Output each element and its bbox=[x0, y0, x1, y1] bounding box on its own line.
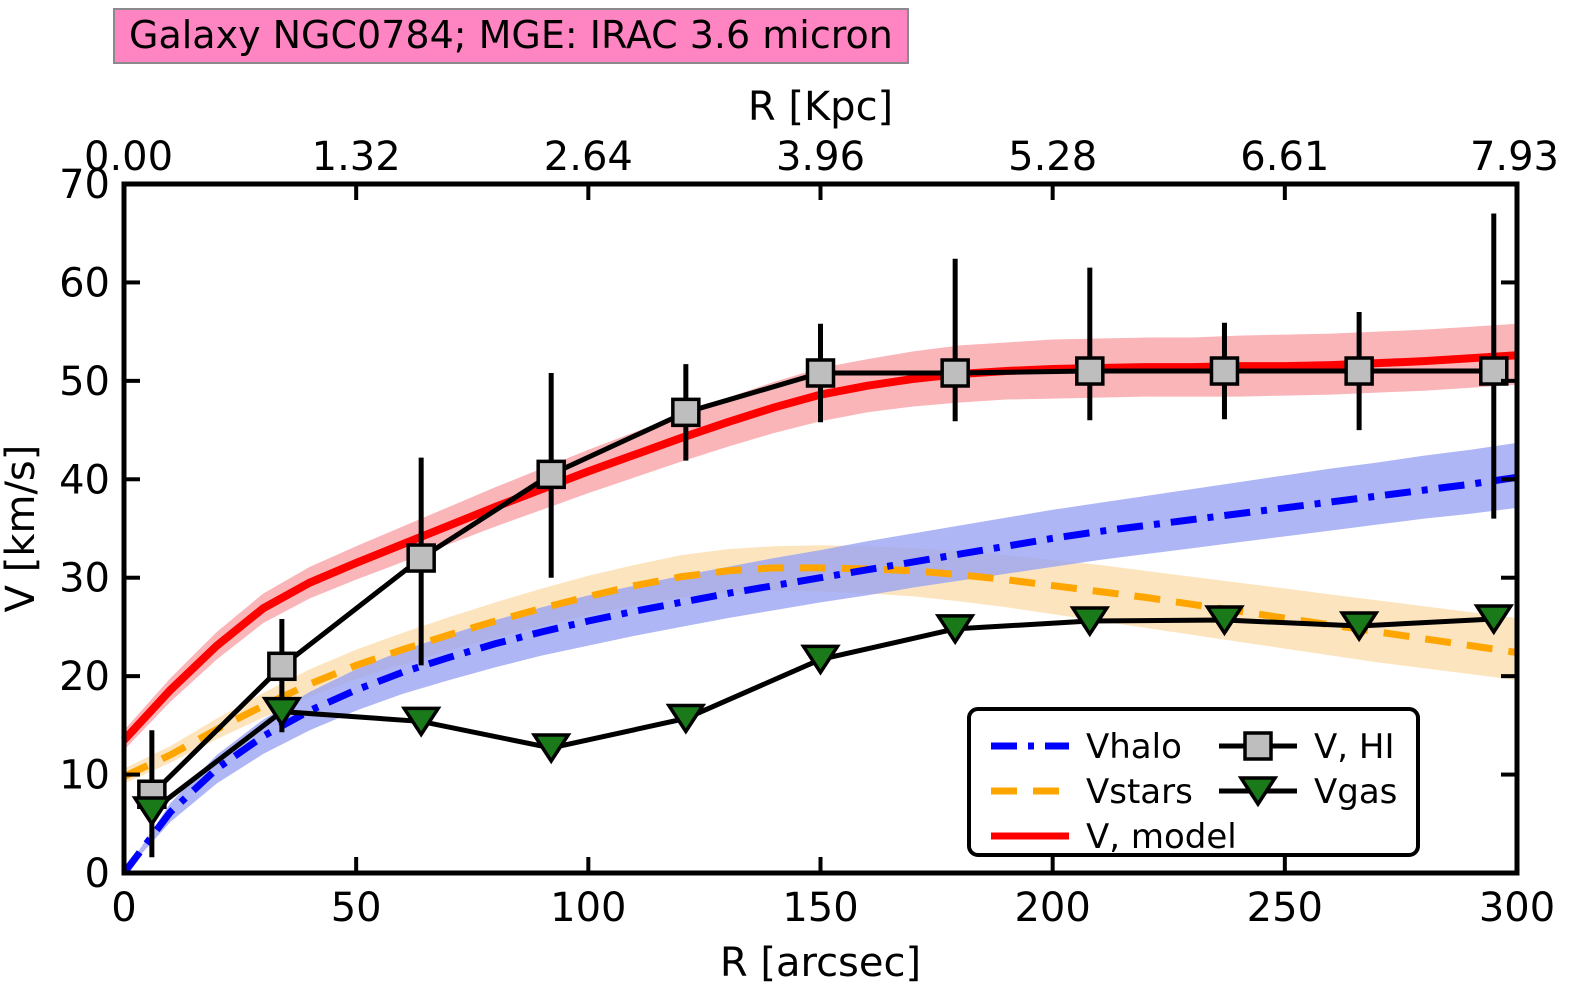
band-vstars bbox=[124, 545, 1517, 784]
xtick-label-top: 6.61 bbox=[1240, 134, 1329, 180]
marker-v-hi[interactable] bbox=[940, 358, 970, 388]
marker-vgas[interactable] bbox=[1473, 604, 1515, 636]
xtick-label: 100 bbox=[550, 885, 626, 931]
axes-group bbox=[121, 181, 1520, 876]
ytick-label: 60 bbox=[59, 260, 110, 306]
band-vhalo bbox=[124, 442, 1517, 873]
marker-vgas[interactable] bbox=[665, 703, 707, 735]
ytick-label: 40 bbox=[59, 457, 110, 503]
xtick-label: 200 bbox=[1014, 885, 1090, 931]
ytick-label: 70 bbox=[59, 162, 110, 208]
ytick-label: 30 bbox=[59, 556, 110, 602]
marker-v-hi[interactable] bbox=[406, 543, 436, 573]
xtick-label-top: 1.32 bbox=[312, 134, 401, 180]
legend-label: V, model bbox=[1086, 817, 1237, 857]
y-axis-label: V [km/s] bbox=[0, 445, 44, 613]
legend[interactable]: Vhalo Vstars V, model V, HI Vgas bbox=[967, 707, 1420, 857]
data-markers-group bbox=[131, 356, 1515, 828]
marker-vgas[interactable] bbox=[530, 733, 572, 765]
marker-vgas[interactable] bbox=[1204, 605, 1245, 637]
curve-vstars bbox=[122, 564, 1518, 780]
xtick-label: 150 bbox=[782, 885, 858, 931]
marker-vgas[interactable] bbox=[800, 644, 841, 676]
legend-marker-v-hi bbox=[1243, 731, 1273, 761]
xtick-label: 0 bbox=[111, 885, 136, 931]
ytick-label: 20 bbox=[59, 654, 110, 700]
marker-vgas[interactable] bbox=[261, 696, 303, 728]
legend-label: Vhalo bbox=[1086, 727, 1182, 767]
ytick-label: 10 bbox=[59, 753, 110, 799]
xtick-label-top: 5.28 bbox=[1008, 134, 1097, 180]
marker-vgas[interactable] bbox=[400, 706, 442, 738]
legend-label: V, HI bbox=[1314, 727, 1394, 767]
ytick-label: 50 bbox=[59, 359, 110, 405]
marker-v-hi[interactable] bbox=[1209, 356, 1240, 386]
xtick-label-top: 3.96 bbox=[776, 134, 865, 180]
marker-v-hi[interactable] bbox=[1479, 356, 1509, 386]
figure-title-box: Galaxy NGC0784; MGE: IRAC 3.6 micron bbox=[113, 8, 909, 64]
marker-v-hi[interactable] bbox=[1344, 356, 1374, 386]
x-axis-label-top: R [Kpc] bbox=[748, 84, 893, 130]
figure-title-text: Galaxy NGC0784; MGE: IRAC 3.6 micron bbox=[129, 13, 893, 57]
x-axis-label: R [arcsec] bbox=[720, 940, 921, 986]
marker-vgas[interactable] bbox=[131, 796, 173, 828]
tick-labels-group: 0 50 100 150 200 250 300 0 10 20 30 40 50 60 700.00 1.3… bbox=[59, 134, 1559, 931]
marker-v-hi[interactable] bbox=[536, 459, 566, 490]
xtick-label-top: 7.93 bbox=[1470, 134, 1559, 180]
legend-marker-vgas bbox=[1237, 776, 1279, 808]
xtick-label: 300 bbox=[1479, 885, 1555, 931]
marker-v-hi[interactable] bbox=[805, 358, 836, 388]
legend-frame bbox=[967, 707, 1420, 857]
curve-vhalo bbox=[121, 473, 1518, 876]
xtick-label-top: 2.64 bbox=[544, 134, 633, 180]
ytick-label: 0 bbox=[85, 851, 110, 897]
marker-vgas[interactable] bbox=[934, 614, 976, 646]
marker-vgas[interactable] bbox=[1338, 611, 1380, 643]
legend-label: Vstars bbox=[1086, 772, 1193, 812]
marker-v-hi[interactable] bbox=[267, 651, 297, 682]
marker-vgas[interactable] bbox=[1069, 606, 1111, 638]
xtick-label: 250 bbox=[1247, 885, 1323, 931]
marker-v-hi[interactable] bbox=[671, 397, 701, 428]
axis-labels-group: R [arcsec] R [Kpc] V [km/s] bbox=[0, 84, 921, 986]
legend-label: Vgas bbox=[1314, 772, 1397, 812]
xtick-label: 50 bbox=[331, 885, 382, 931]
marker-v-hi[interactable] bbox=[1075, 356, 1105, 386]
xtick-label-top: 0.00 bbox=[84, 134, 173, 180]
